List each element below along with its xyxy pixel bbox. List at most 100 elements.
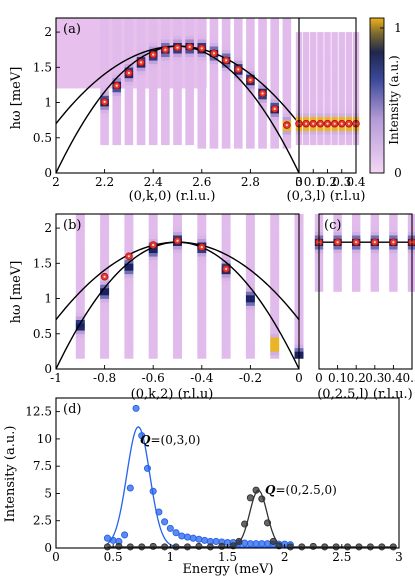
heat-cell <box>100 280 110 285</box>
heat-cell <box>338 102 345 107</box>
heat-cell <box>185 134 194 139</box>
heat-cell <box>75 305 85 310</box>
heat-cell <box>317 91 324 96</box>
heat-cell <box>173 266 182 271</box>
heat-cell <box>345 70 353 75</box>
heat-cell <box>124 35 134 40</box>
heat-cell <box>173 130 182 135</box>
heat-cell <box>245 316 255 320</box>
heat-cell <box>324 60 331 65</box>
heat-cell <box>345 42 353 47</box>
heat-cell <box>124 102 134 107</box>
heat-cell <box>173 287 182 292</box>
heat-cell <box>317 127 324 132</box>
heat-cell <box>124 60 134 65</box>
heat-cell <box>270 81 279 86</box>
data-point <box>138 543 146 551</box>
heat-cell <box>221 280 231 285</box>
heat-cell <box>209 67 219 72</box>
heat-cell <box>282 95 292 100</box>
heat-cell <box>148 347 158 352</box>
heat-cell <box>148 280 158 285</box>
heat-cell <box>345 127 353 132</box>
heat-cell <box>112 49 122 54</box>
heat-cell <box>100 235 110 239</box>
heat-cell <box>338 99 345 103</box>
marker-highlight <box>127 255 130 258</box>
heat-cell <box>331 81 338 86</box>
heat-cell <box>197 351 207 356</box>
heat-cell <box>209 70 219 75</box>
heat-cell <box>333 217 342 222</box>
heat-cell <box>75 238 85 243</box>
colorbar-max-label: 1 <box>394 21 402 35</box>
heat-cell <box>209 25 219 29</box>
heat-cell <box>209 91 219 96</box>
legend-q2-rest: =(0,2.5,0) <box>275 483 336 497</box>
heat-cell <box>136 120 146 124</box>
panel-b-ticks: -1 -0.8 -0.6 -0.4 -0.2 0 0 0.5 1 1.5 2 <box>33 221 303 385</box>
heat-cell <box>185 60 194 65</box>
heat-cell <box>185 21 194 26</box>
heat-cell <box>282 127 292 132</box>
heat-cell <box>209 134 219 139</box>
heat-cell <box>324 95 331 100</box>
heat-cell <box>407 235 415 239</box>
heat-cell <box>317 77 324 82</box>
heat-cell <box>352 252 361 257</box>
heat-cell <box>148 25 158 29</box>
heat-cell <box>338 67 345 72</box>
heat-cell <box>148 305 158 310</box>
heat-cell <box>100 252 110 257</box>
heat-cell <box>100 347 110 352</box>
heat-cell <box>270 309 280 313</box>
heat-cell <box>124 81 134 86</box>
heat-cell <box>124 95 134 100</box>
heat-cell <box>310 74 317 79</box>
heat-cell <box>389 252 398 257</box>
heat-cell <box>270 77 279 82</box>
heat-cell <box>233 60 243 65</box>
heat-cell <box>197 106 207 110</box>
data-point <box>109 536 117 544</box>
data-point <box>355 543 363 551</box>
heat-cell <box>352 284 361 289</box>
heat-cell <box>221 18 231 22</box>
heat-cell <box>185 70 194 75</box>
heat-cell <box>173 344 182 349</box>
heat-cell <box>173 323 182 328</box>
heat-cell <box>100 351 110 356</box>
heat-cell <box>161 39 170 43</box>
heat-cell <box>245 256 255 261</box>
heat-cell <box>100 221 110 225</box>
heat-cell <box>221 305 231 310</box>
panel-a2-ticks: 0 0.10.20.30.4 <box>295 169 366 189</box>
data-point <box>183 543 192 551</box>
heat-cell <box>75 284 85 289</box>
heat-cell <box>136 127 146 132</box>
heat-cell <box>148 323 158 328</box>
heat-cell <box>209 60 219 65</box>
heat-cell <box>124 266 134 271</box>
heat-cell <box>100 295 110 299</box>
y-tick-label: 5 <box>44 486 52 500</box>
heat-cell <box>148 28 158 33</box>
heat-cell <box>221 123 231 128</box>
heat-cell <box>310 60 317 65</box>
heat-cell <box>100 120 109 124</box>
heat-cell <box>148 224 158 229</box>
heat-cell <box>352 217 361 222</box>
heat-cell <box>221 256 231 261</box>
heat-cell <box>221 295 231 299</box>
heat-cell <box>389 217 398 222</box>
heat-cell <box>124 291 134 296</box>
heat-cell <box>282 130 292 135</box>
heat-cell <box>270 70 279 75</box>
data-point <box>275 542 283 550</box>
heat-cell <box>370 231 379 236</box>
heat-cell <box>124 280 134 285</box>
heat-cell <box>100 217 110 222</box>
heat-cell <box>317 35 324 40</box>
heat-cell <box>324 67 331 72</box>
heat-cell <box>100 60 109 65</box>
